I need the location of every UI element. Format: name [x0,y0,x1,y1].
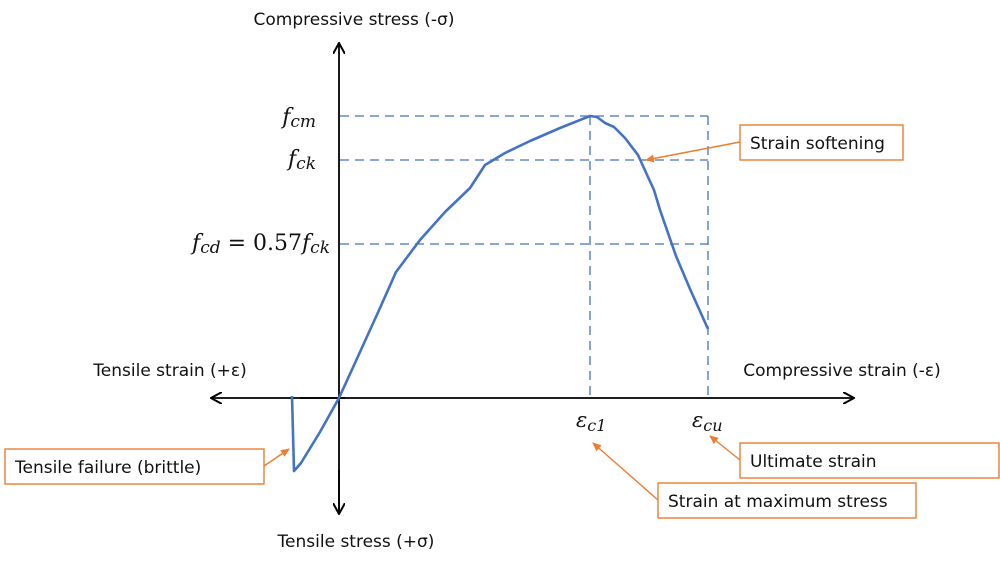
callout-text: Ultimate strain [750,452,877,472]
fcm-label: fcm [280,105,316,132]
callout-tensile-failure: Tensile failure (brittle) [4,448,290,485]
x-negative-label: Tensile strain (+ε) [92,361,246,381]
callout-text: Tensile failure (brittle) [14,458,201,478]
callout-strain-at-max-stress: Strain at maximum stress [592,442,917,519]
callout-box [657,482,917,519]
callout-strain-softening: Strain softening [645,124,904,163]
callout-box [739,124,904,161]
y-positive-label: Compressive stress (-σ) [254,10,455,30]
callout-arrow [645,141,741,163]
callout-text: Strain softening [750,134,885,154]
callout-ultimate-strain: Ultimate strain [709,435,1000,479]
tension-curve [290,395,341,473]
compression-curve [337,114,710,399]
callout-box [739,442,1000,479]
callout-text: Strain at maximum stress [668,492,888,512]
callout-box [4,448,265,485]
fck-label: fck [286,147,316,174]
callout-arrow [709,435,741,461]
callout-arrow [263,448,290,467]
x-positive-label: Compressive strain (-ε) [743,361,940,381]
ec1-label: εc1 [576,408,606,435]
fcd-label: fcd = 0.57fck [190,231,330,258]
y-negative-label: Tensile stress (+σ) [277,532,435,552]
callout-arrow [592,442,659,501]
ecu-label: εcu [692,408,723,435]
